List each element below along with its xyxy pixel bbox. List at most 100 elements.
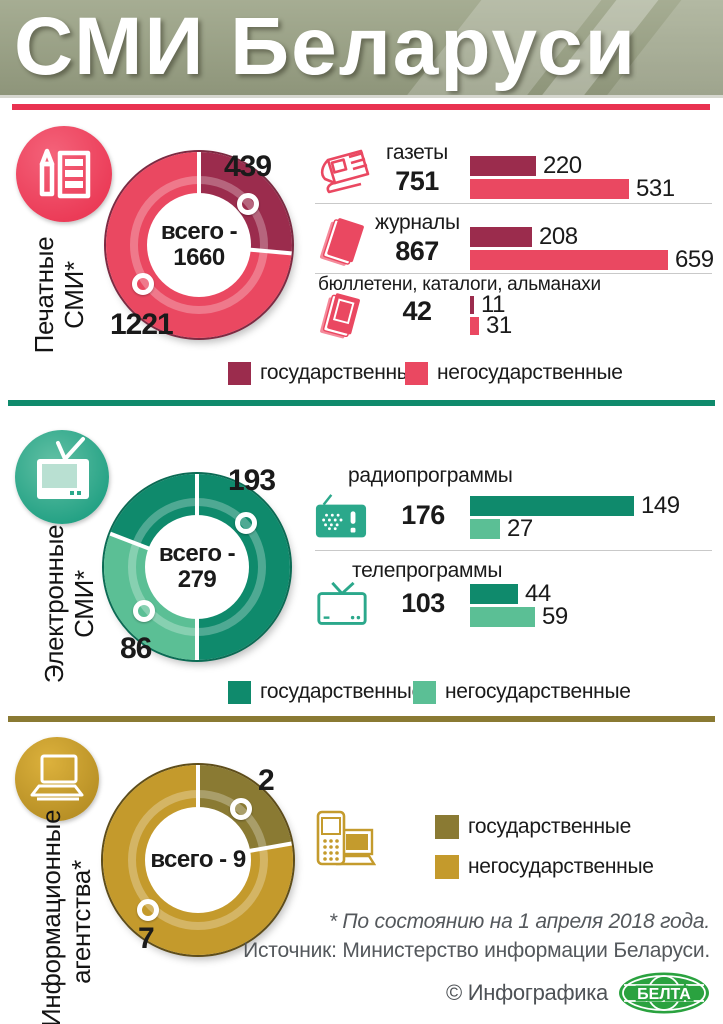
row-total: 751 bbox=[395, 166, 439, 197]
bar-value: 27 bbox=[507, 515, 533, 542]
gov-color-swatch bbox=[228, 680, 251, 704]
bar-row: 531 bbox=[470, 175, 675, 202]
gov-value: 2 bbox=[258, 764, 275, 797]
row-total: 103 bbox=[401, 588, 445, 618]
header: СМИ Беларуси bbox=[0, 0, 723, 98]
donut-center-value: 279 bbox=[177, 566, 217, 593]
bar-row: 659 bbox=[470, 246, 714, 273]
nongov-value: 7 bbox=[138, 922, 155, 955]
bar-value: 59 bbox=[542, 603, 568, 630]
row-header-magazines: журналы 867 bbox=[375, 211, 460, 267]
row-label-bulletins: бюллетени, каталоги, альманахи bbox=[318, 274, 601, 295]
gov-segment-marker bbox=[235, 512, 257, 534]
bar-row: 31 bbox=[470, 312, 512, 339]
laptop-icon bbox=[30, 754, 84, 801]
donut-center: всего - 279 bbox=[144, 514, 250, 620]
gov-value: 193 bbox=[228, 464, 276, 497]
red-accent-rule bbox=[12, 104, 710, 110]
legend-label: государственные bbox=[468, 815, 631, 838]
bar-row: 220 bbox=[470, 152, 582, 179]
gov-bar bbox=[470, 584, 518, 604]
electronic-media-badge bbox=[15, 430, 109, 524]
nongov-bar bbox=[470, 179, 629, 199]
radio-icon bbox=[314, 493, 368, 539]
credit-label: © Инфографика bbox=[446, 980, 608, 1005]
booklet-icon bbox=[318, 288, 370, 344]
gov-color-swatch bbox=[435, 815, 459, 839]
donut-center-label: всего - 9 bbox=[150, 846, 246, 874]
legend-item-gov: государственные bbox=[435, 815, 631, 839]
nongov-bar bbox=[470, 607, 535, 627]
row-header-tv: 103 bbox=[381, 586, 465, 619]
row-label-tv: телепрограммы bbox=[352, 559, 503, 582]
page-title: СМИ Беларуси bbox=[14, 1, 637, 92]
nongov-segment-marker bbox=[132, 273, 154, 295]
legend-label: негосударственные bbox=[437, 361, 623, 384]
print-media-badge bbox=[16, 126, 112, 222]
section-title-agencies: Информационные агентства* bbox=[36, 809, 96, 1024]
gov-segment-marker bbox=[237, 193, 259, 215]
nongov-value: 86 bbox=[120, 632, 152, 665]
bar-value: 31 bbox=[486, 312, 512, 339]
legend-label: негосударственные bbox=[468, 855, 654, 878]
nongov-bar bbox=[470, 519, 500, 539]
bar-value: 11 bbox=[481, 291, 505, 318]
section-electronic-media: Электронные СМИ* всего - 279 193 86 ради… bbox=[0, 408, 723, 716]
row-total: 176 bbox=[401, 500, 445, 530]
section-title-electronic: Электронные СМИ* bbox=[39, 524, 99, 684]
print-donut-chart: всего - 1660 bbox=[106, 152, 292, 338]
tv-icon bbox=[37, 437, 89, 499]
credit-row: © Инфографика БЕЛТА bbox=[446, 972, 710, 1014]
gov-bar bbox=[470, 496, 634, 516]
electronic-donut-chart: всего - 279 bbox=[104, 474, 290, 660]
nongov-color-swatch bbox=[405, 361, 428, 385]
section-news-agencies: Информационные агентства* всего - 9 2 7 bbox=[0, 720, 723, 1024]
newspaper-icon bbox=[316, 146, 374, 198]
footnote-asterisk: * По состоянию на 1 апреля 2018 года. bbox=[328, 910, 710, 933]
belta-logo: БЕЛТА bbox=[619, 972, 709, 1014]
legend-label: государственные bbox=[260, 680, 423, 703]
olive-section-rule bbox=[8, 716, 715, 722]
legend-item-nongov: негосударственные bbox=[405, 361, 623, 385]
bar-value: 220 bbox=[543, 152, 582, 179]
row-separator bbox=[315, 273, 712, 274]
row-label-radio: радиопрограммы bbox=[348, 464, 513, 487]
row-total: 42 bbox=[402, 296, 432, 326]
news-agencies-badge bbox=[15, 737, 99, 821]
bar-value: 44 bbox=[525, 580, 551, 607]
row-separator bbox=[315, 550, 712, 551]
pencil-and-paper-icon bbox=[39, 148, 91, 199]
nongov-color-swatch bbox=[413, 680, 436, 704]
nongov-segment-marker bbox=[137, 899, 159, 921]
phone-and-computer-icon bbox=[312, 808, 377, 882]
teal-section-rule bbox=[8, 400, 715, 406]
gov-color-swatch bbox=[228, 361, 251, 385]
bar-value: 659 bbox=[675, 246, 714, 273]
belta-logo-text: БЕЛТА bbox=[637, 986, 691, 1003]
row-label: журналы bbox=[375, 211, 460, 234]
row-separator bbox=[315, 203, 712, 204]
bar-row: 27 bbox=[470, 515, 533, 542]
nongov-value: 1221 bbox=[110, 308, 174, 341]
nongov-bar bbox=[470, 250, 668, 270]
donut-center-label: всего - bbox=[160, 218, 238, 246]
bar-row: 59 bbox=[470, 603, 568, 630]
section-print-media: Печатные СМИ* всего - 1660 439 1221 газ bbox=[0, 110, 723, 400]
magazine-icon bbox=[318, 214, 372, 270]
nongov-segment-marker bbox=[133, 600, 155, 622]
section-title-print: Печатные СМИ* bbox=[29, 236, 89, 354]
nongov-bar bbox=[470, 317, 479, 335]
legend-item-gov: государственные bbox=[228, 361, 423, 385]
bar-value: 531 bbox=[636, 175, 675, 202]
bar-value: 208 bbox=[539, 223, 578, 250]
gov-value: 439 bbox=[224, 150, 272, 183]
donut-center: всего - 1660 bbox=[146, 192, 252, 298]
gov-segment-marker bbox=[230, 798, 252, 820]
gov-bar bbox=[470, 156, 536, 176]
legend-label: негосударственные bbox=[445, 680, 631, 703]
donut-center-value: 1660 bbox=[173, 244, 225, 271]
footnote-source: Источник: Министерство информации Белару… bbox=[243, 939, 710, 962]
row-header-radio: 176 bbox=[381, 498, 465, 531]
row-label: газеты bbox=[386, 141, 448, 164]
